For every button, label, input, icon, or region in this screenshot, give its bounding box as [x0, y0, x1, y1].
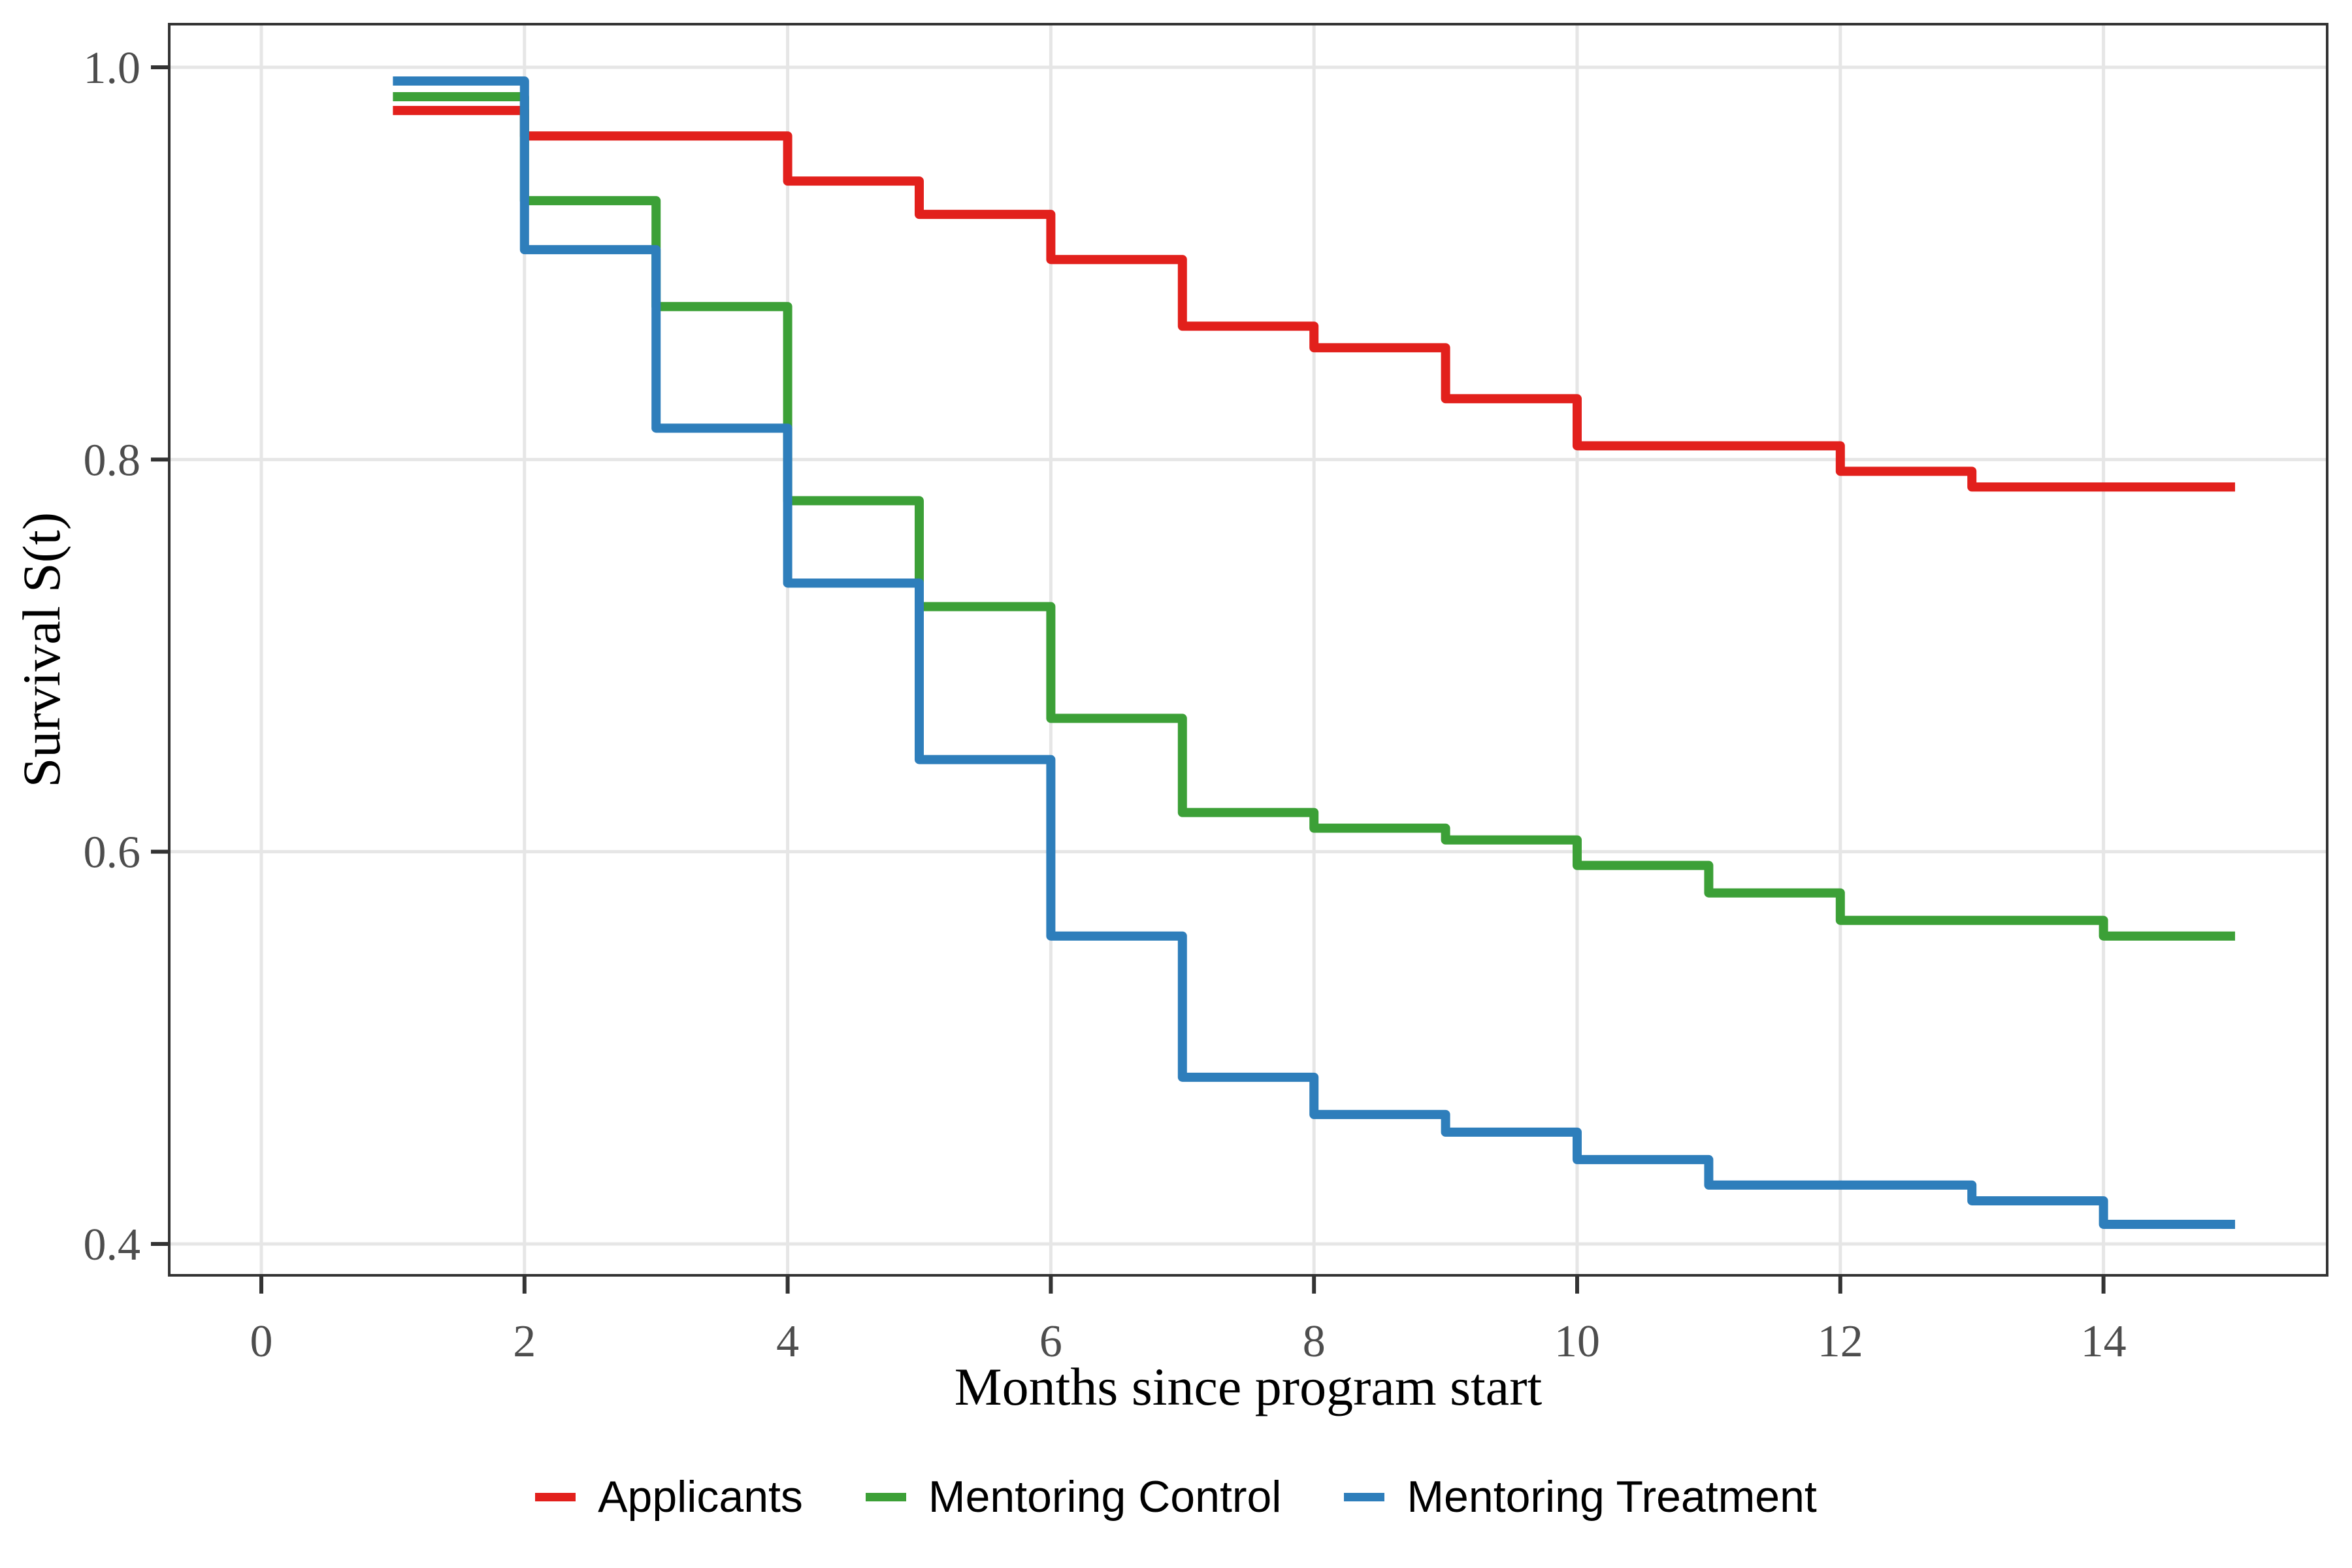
y-tick-label: 0.4 [84, 1220, 141, 1270]
series-line-mentoring-treatment [393, 76, 2236, 1229]
legend-key-line-icon [535, 1492, 576, 1501]
legend-item-mentoring-control: Mentoring Control [865, 1472, 1282, 1522]
legend-key-line-icon [865, 1492, 906, 1501]
y-axis-title: Survival S(t) [12, 24, 72, 1275]
x-tick-label: 14 [2081, 1316, 2127, 1367]
legend: Applicants Mentoring Control Mentoring Tre… [0, 1465, 2352, 1528]
legend-item-mentoring-treatment: Mentoring Treatment [1344, 1472, 1817, 1522]
y-tick-label: 1.0 [84, 43, 141, 93]
x-tick-label: 4 [776, 1316, 799, 1367]
y-axis-title-text: Survival S(t) [12, 512, 71, 788]
panel-border [168, 23, 2328, 1277]
y-tick-label: 0.6 [84, 828, 141, 878]
x-tick-label: 12 [1818, 1316, 1863, 1367]
legend-label: Mentoring Treatment [1407, 1472, 1817, 1522]
series-line-mentoring-control [393, 92, 2236, 941]
legend-label: Mentoring Control [928, 1472, 1282, 1522]
series-line-applicants [393, 106, 2236, 492]
x-tick-label: 2 [513, 1316, 536, 1367]
legend-label: Applicants [598, 1472, 803, 1522]
legend-item-applicants: Applicants [535, 1475, 803, 1519]
x-tick-label: 10 [1554, 1316, 1600, 1367]
x-tick-label: 6 [1039, 1316, 1062, 1367]
y-tick-label: 0.8 [84, 435, 141, 485]
x-axis-title: Months since program start [954, 1357, 1543, 1416]
legend-key-line-icon [1344, 1492, 1385, 1501]
x-tick-label: 0 [250, 1316, 272, 1367]
x-tick-label: 8 [1303, 1316, 1326, 1367]
